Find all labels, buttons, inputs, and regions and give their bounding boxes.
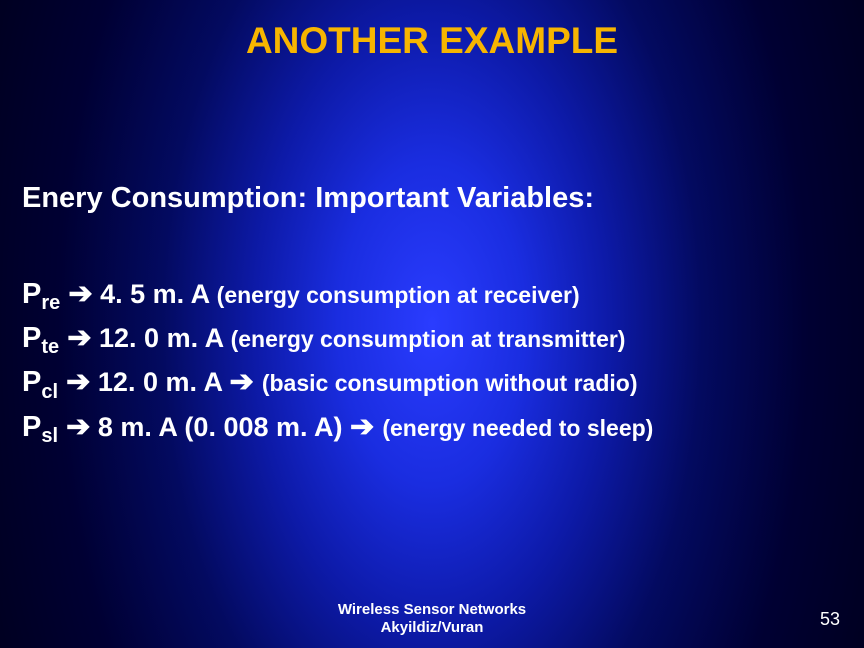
arrow-icon: ➔ — [68, 278, 92, 310]
variable-symbol: P — [22, 322, 41, 354]
variable-value: 12. 0 m. A — [90, 367, 229, 397]
variable-subscript: cl — [41, 381, 58, 403]
arrow-icon: ➔ — [66, 366, 90, 398]
variable-subscript: sl — [41, 425, 58, 447]
variable-row: Pte ➔ 12. 0 m. A (energy consumption at … — [22, 320, 653, 363]
variable-row: Psl ➔ 8 m. A (0. 008 m. A) ➔ (energy nee… — [22, 409, 653, 452]
variable-description: (energy needed to sleep) — [382, 415, 653, 441]
variable-subscript: re — [41, 292, 60, 314]
footer-center: Wireless Sensor Networks Akyildiz/Vuran — [0, 601, 864, 639]
variable-description: (basic consumption without radio) — [262, 370, 638, 396]
variable-description: (energy consumption at transmitter) — [231, 326, 626, 352]
variable-subscript: te — [41, 336, 59, 358]
variable-row: Pre ➔ 4. 5 m. A (energy consumption at r… — [22, 276, 653, 319]
page-number: 53 — [820, 609, 840, 630]
variable-symbol: P — [22, 366, 41, 398]
variable-value: 12. 0 m. A — [92, 323, 231, 353]
variable-row: Pcl ➔ 12. 0 m. A ➔ (basic consumption wi… — [22, 364, 653, 407]
variable-list: Pre ➔ 4. 5 m. A (energy consumption at r… — [22, 276, 653, 453]
slide: ANOTHER EXAMPLE Enery Consumption: Impor… — [0, 0, 864, 648]
variable-symbol: P — [22, 411, 41, 443]
variable-value: 4. 5 m. A — [93, 279, 217, 309]
footer-line-2: Akyildiz/Vuran — [0, 619, 864, 638]
variable-symbol: P — [22, 278, 41, 310]
arrow-icon: ➔ — [67, 322, 91, 354]
slide-subtitle: Enery Consumption: Important Variables: — [22, 182, 594, 215]
variable-description: (energy consumption at receiver) — [217, 282, 580, 308]
variable-value: 8 m. A (0. 008 m. A) — [90, 412, 350, 442]
arrow-icon: ➔ — [229, 366, 261, 398]
footer-line-1: Wireless Sensor Networks — [0, 601, 864, 620]
arrow-icon: ➔ — [66, 411, 90, 443]
arrow-icon: ➔ — [350, 411, 382, 443]
slide-title: ANOTHER EXAMPLE — [0, 20, 864, 62]
